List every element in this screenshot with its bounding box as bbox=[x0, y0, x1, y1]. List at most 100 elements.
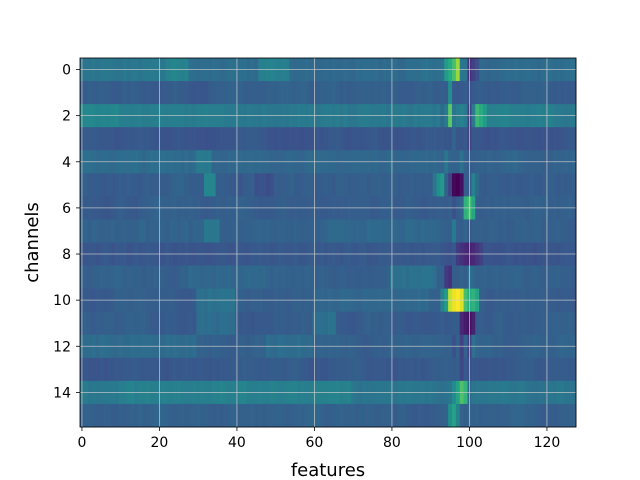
heatmap-cell bbox=[324, 265, 329, 290]
heatmap-cell bbox=[153, 357, 158, 382]
heatmap-cell bbox=[328, 311, 333, 336]
heatmap-cell bbox=[475, 173, 480, 197]
heatmap-cell bbox=[417, 81, 422, 105]
heatmap-cell bbox=[304, 265, 310, 290]
heatmap-cell bbox=[95, 311, 100, 336]
heatmap-cell bbox=[506, 403, 511, 428]
heatmap-cell bbox=[564, 265, 569, 290]
heatmap-cell bbox=[207, 311, 213, 336]
heatmap-cell bbox=[459, 403, 465, 428]
heatmap-cell bbox=[378, 173, 383, 197]
heatmap-cell bbox=[130, 173, 135, 197]
heatmap-cell bbox=[432, 173, 437, 197]
heatmap-cell bbox=[506, 311, 511, 336]
heatmap-cell bbox=[421, 173, 426, 197]
heatmap-cell bbox=[254, 265, 259, 290]
heatmap-cell bbox=[223, 357, 228, 382]
heatmap-cell bbox=[393, 357, 399, 382]
heatmap-cell bbox=[215, 265, 220, 290]
heatmap-cell bbox=[223, 219, 228, 243]
heatmap-cell bbox=[285, 311, 290, 336]
heatmap-cell bbox=[258, 127, 263, 151]
heatmap-cell bbox=[308, 357, 313, 382]
x-tick-label: 100 bbox=[456, 435, 483, 451]
y-tick-label: 0 bbox=[62, 63, 71, 79]
heatmap-cell bbox=[107, 81, 112, 105]
heatmap-cell bbox=[169, 311, 174, 336]
heatmap-cell bbox=[149, 311, 155, 336]
heatmap-cell bbox=[525, 311, 530, 336]
heatmap-cell bbox=[262, 81, 267, 105]
heatmap-cell bbox=[165, 403, 170, 428]
heatmap-cell bbox=[506, 265, 511, 290]
heatmap-cell bbox=[343, 219, 348, 243]
heatmap-cell bbox=[207, 173, 213, 197]
heatmap-cell bbox=[324, 127, 329, 151]
heatmap-cell bbox=[483, 311, 488, 336]
heatmap-cell bbox=[231, 265, 236, 290]
heatmap-cell bbox=[335, 357, 341, 382]
heatmap-cell bbox=[335, 311, 341, 336]
heatmap-cell bbox=[424, 81, 430, 105]
heatmap-cell bbox=[184, 219, 189, 243]
heatmap-cell bbox=[556, 173, 561, 197]
heatmap-cell bbox=[142, 81, 147, 105]
heatmap-cell bbox=[552, 265, 558, 290]
heatmap-cell bbox=[436, 311, 441, 336]
heatmap-cell bbox=[417, 403, 422, 428]
heatmap-cell bbox=[142, 219, 147, 243]
heatmap-cell bbox=[343, 173, 348, 197]
heatmap-cell bbox=[134, 219, 139, 243]
heatmap-cell bbox=[533, 219, 538, 243]
heatmap-cell bbox=[242, 265, 248, 290]
heatmap-cell bbox=[289, 173, 294, 197]
heatmap-cell bbox=[297, 265, 302, 290]
heatmap-cell bbox=[111, 311, 116, 336]
heatmap-cell bbox=[370, 357, 375, 382]
heatmap-cell bbox=[424, 219, 430, 243]
heatmap-cell bbox=[514, 311, 519, 336]
heatmap-cell bbox=[273, 81, 279, 105]
heatmap-cell bbox=[533, 311, 538, 336]
heatmap-cell bbox=[521, 127, 527, 151]
heatmap-cell bbox=[99, 173, 104, 197]
heatmap-cell bbox=[452, 219, 457, 243]
heatmap-cell bbox=[370, 265, 375, 290]
heatmap-cell bbox=[525, 403, 530, 428]
heatmap-cell bbox=[184, 403, 189, 428]
heatmap-cell bbox=[529, 127, 534, 151]
heatmap-cell bbox=[331, 311, 337, 336]
heatmap-cell bbox=[114, 265, 120, 290]
heatmap-cell bbox=[83, 173, 89, 197]
heatmap-cell bbox=[455, 173, 461, 197]
heatmap-cell bbox=[114, 311, 120, 336]
heatmap-cell bbox=[486, 357, 492, 382]
heatmap-cell bbox=[335, 265, 341, 290]
heatmap-cell bbox=[490, 357, 496, 382]
heatmap-cell bbox=[355, 219, 360, 243]
heatmap-cell bbox=[428, 219, 434, 243]
heatmap-cell bbox=[188, 311, 193, 336]
heatmap-cell bbox=[502, 81, 507, 105]
heatmap-cell bbox=[386, 219, 391, 243]
heatmap-cell bbox=[246, 403, 251, 428]
heatmap-cell bbox=[122, 127, 127, 151]
heatmap-cell bbox=[533, 357, 538, 382]
heatmap-cell bbox=[285, 173, 290, 197]
heatmap-cell bbox=[448, 357, 453, 382]
heatmap-cell bbox=[227, 403, 232, 428]
heatmap-cell bbox=[149, 81, 155, 105]
heatmap-cell bbox=[262, 357, 267, 382]
heatmap-cell bbox=[91, 357, 96, 382]
heatmap-cell bbox=[258, 81, 263, 105]
heatmap-cell bbox=[552, 311, 558, 336]
heatmap-cell bbox=[572, 219, 577, 243]
heatmap-cell bbox=[421, 265, 426, 290]
heatmap-cell bbox=[506, 357, 511, 382]
heatmap-cell bbox=[560, 127, 565, 151]
heatmap-cell bbox=[122, 173, 127, 197]
heatmap-cell bbox=[250, 127, 255, 151]
heatmap-cell bbox=[250, 219, 255, 243]
heatmap-cell bbox=[83, 127, 89, 151]
heatmap-cell bbox=[359, 311, 364, 336]
